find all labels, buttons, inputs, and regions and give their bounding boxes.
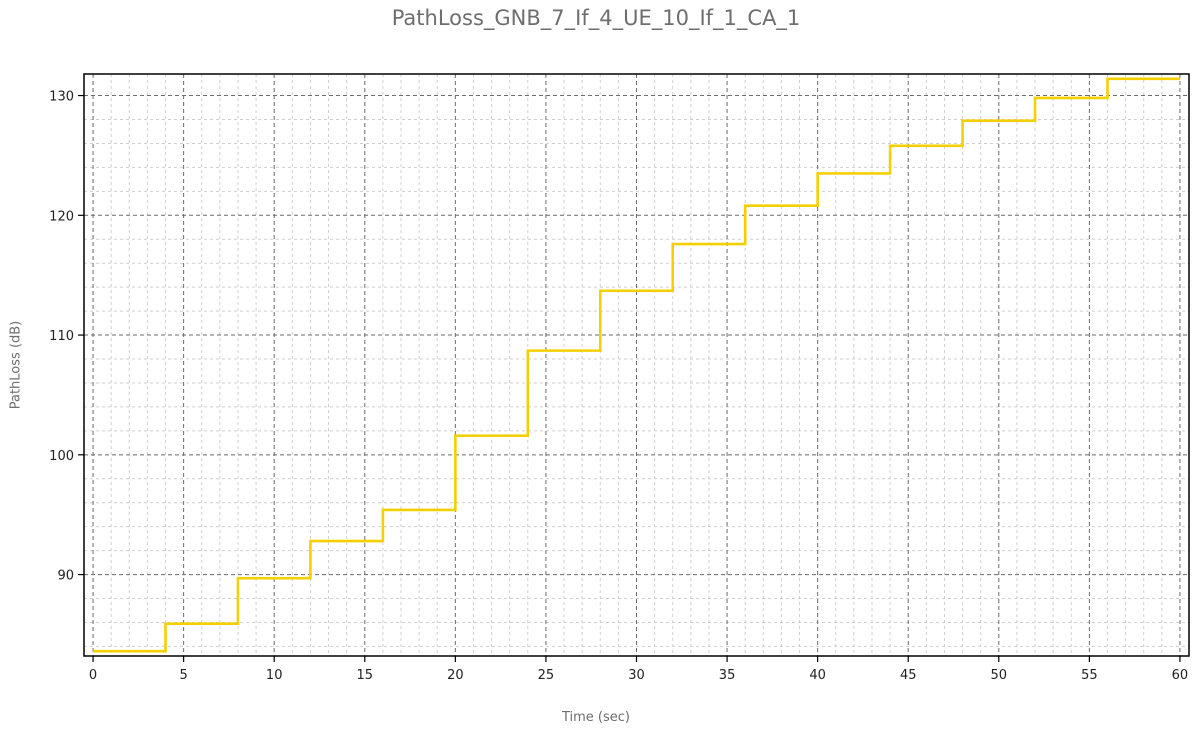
major-grid xyxy=(84,74,1189,656)
x-tick-label: 25 xyxy=(538,668,555,683)
x-tick-label: 40 xyxy=(809,668,826,683)
series-group xyxy=(93,77,1180,653)
y-tick-label: 120 xyxy=(49,209,74,224)
chart-title: PathLoss_GNB_7_If_4_UE_10_If_1_CA_1 xyxy=(391,6,801,30)
y-tick-label: 90 xyxy=(57,569,74,584)
y-tick-label: 130 xyxy=(49,90,74,105)
x-tick-label: 35 xyxy=(719,668,736,683)
x-axis-label: Time (sec) xyxy=(561,710,630,725)
x-tick-label: 60 xyxy=(1172,668,1189,683)
x-tick-label: 5 xyxy=(179,668,187,683)
series-line xyxy=(93,77,1180,653)
x-tick-label: 55 xyxy=(1081,668,1098,683)
x-tick-label: 0 xyxy=(89,668,97,683)
x-tick-label: 50 xyxy=(991,668,1008,683)
x-tick-label: 15 xyxy=(357,668,374,683)
x-tick-label: 10 xyxy=(266,668,283,683)
y-tick-label: 110 xyxy=(49,329,74,344)
x-tick-label: 30 xyxy=(628,668,645,683)
y-tick-label: 100 xyxy=(49,449,74,464)
axis-ticks: 0 5 10 15 20 25 30 35 40 45 50 55 60 90 100 110 120 130 xyxy=(49,90,1188,683)
x-tick-label: 20 xyxy=(447,668,464,683)
x-tick-label: 45 xyxy=(900,668,917,683)
